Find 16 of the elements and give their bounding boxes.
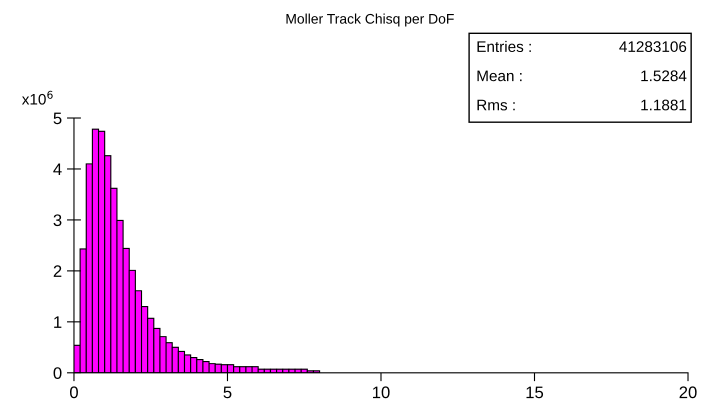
y-tick-label: 5 — [54, 112, 62, 124]
chart-title: Moller Track Chisq per DoF — [286, 14, 454, 26]
x-tick-label: 5 — [224, 386, 232, 398]
y-tick-label: 0 — [54, 367, 62, 379]
y-axis-title: x10$^{6}$ — [22, 90, 53, 105]
y-tick-label: 1 — [54, 316, 62, 328]
x-tick-label: 10 — [372, 386, 390, 398]
x-tick-label: 15 — [526, 386, 544, 398]
y-tick-label: 2 — [54, 265, 62, 277]
y-tick-label: 3 — [54, 214, 62, 226]
text: Mean : 1.5284 — [477, 70, 686, 82]
text: Rms : 1.1881 — [477, 100, 686, 110]
y-tick-label: 4 — [53, 164, 62, 176]
x-tick-label: 20 — [680, 386, 697, 398]
text: Entries : 41283106 — [477, 40, 686, 52]
x-tick-label: 0 — [70, 386, 78, 398]
